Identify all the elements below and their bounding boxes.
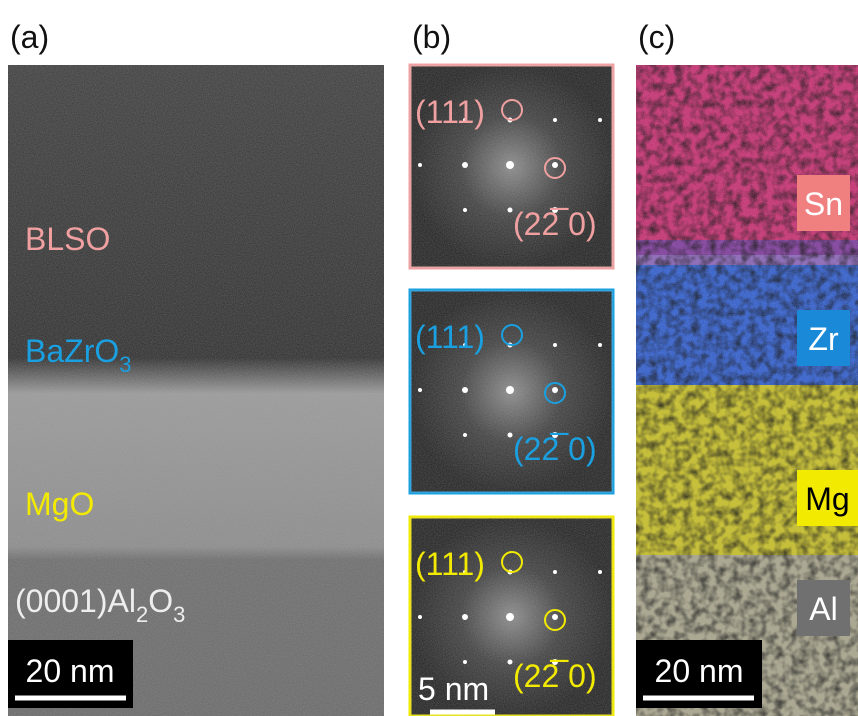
- plane-label: (22̅ 0): [513, 658, 597, 694]
- fft-spot: [462, 387, 468, 393]
- element-label: Al: [809, 591, 837, 627]
- fft-spot: [553, 118, 557, 122]
- panel-label: (c): [638, 19, 675, 55]
- fft-spot: [508, 660, 513, 665]
- fft-spot: [506, 613, 514, 621]
- fft-spot: [462, 162, 468, 168]
- plane-label: (22̅ 0): [513, 431, 597, 467]
- fft-spot: [418, 615, 422, 619]
- fft-spot: [552, 387, 558, 393]
- fft-spot: [553, 570, 557, 574]
- layer-label: MgO: [25, 486, 94, 522]
- fft-spot: [553, 343, 557, 347]
- plane-label: (111): [415, 94, 485, 130]
- fft-spot: [598, 343, 602, 347]
- panel-label: (a): [10, 19, 49, 55]
- fft-spot: [418, 163, 422, 167]
- fft-spot: [552, 162, 558, 168]
- element-label: Sn: [804, 186, 843, 222]
- element-label: Mg: [805, 481, 849, 517]
- fft-spot: [463, 433, 467, 437]
- fft-spot: [463, 660, 467, 664]
- scale-label: 20 nm: [26, 653, 115, 689]
- scale-label: 5 nm: [418, 671, 489, 707]
- fft-spot: [462, 614, 468, 620]
- scale-label: 20 nm: [655, 653, 744, 689]
- fft-spot: [508, 208, 513, 213]
- element-label: Zr: [808, 321, 839, 357]
- fft-spot: [506, 161, 514, 169]
- fft-spot: [598, 570, 602, 574]
- fft-group: (111) (22̅ 0) (111) (22̅ 0) (111) (22̅ 0): [410, 65, 613, 716]
- fft-spot: [506, 386, 514, 394]
- plane-label: (22̅ 0): [513, 206, 597, 242]
- layer-label: BLSO: [25, 221, 110, 257]
- fft-spot: [552, 614, 558, 620]
- panel-label: (b): [412, 19, 451, 55]
- figure: (a) BLSO BaZrO3 MgO (0001)Al2O3 20 nm (b…: [0, 0, 858, 716]
- plane-label: (111): [415, 546, 485, 582]
- fft-spot: [508, 433, 513, 438]
- fft-spot: [463, 208, 467, 212]
- fft-spot: [418, 388, 422, 392]
- fft-spot: [598, 118, 602, 122]
- plane-label: (111): [415, 319, 485, 355]
